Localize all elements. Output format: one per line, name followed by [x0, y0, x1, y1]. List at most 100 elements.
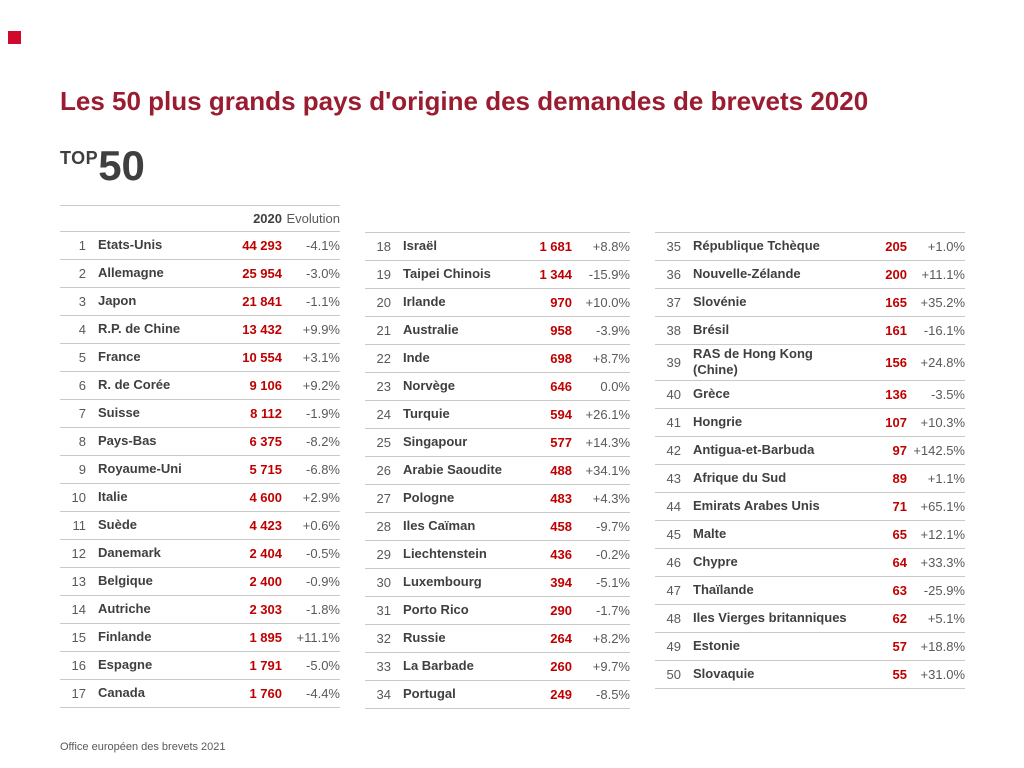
header-evolution: Evolution: [286, 211, 340, 226]
table-row: 38 Brésil 161 -16.1%: [655, 317, 965, 345]
evolution-percent: +9.7%: [592, 659, 630, 674]
evolution-percent: -1.1%: [306, 294, 340, 309]
table-row: 48 Iles Vierges britanniques 62 +5.1%: [655, 605, 965, 633]
table-row: 33 La Barbade 260 +9.7%: [365, 653, 630, 681]
table-row: 2 Allemagne 25 954 -3.0%: [60, 260, 340, 288]
applications-2020: 260: [550, 659, 572, 674]
rank-number: 16: [71, 658, 86, 673]
table-row: 20 Irlande 970 +10.0%: [365, 289, 630, 317]
applications-2020: 4 600: [249, 490, 282, 505]
rank-number: 4: [78, 322, 86, 337]
table-row: 21 Australie 958 -3.9%: [365, 317, 630, 345]
rank-number: 27: [376, 491, 391, 506]
evolution-percent: -0.5%: [306, 546, 340, 561]
evolution-percent: +31.0%: [920, 666, 965, 682]
evolution-percent: +1.0%: [927, 239, 965, 254]
country-name: Royaume-Uni: [98, 461, 182, 477]
rank-number: 40: [666, 386, 681, 402]
applications-2020: 21 841: [242, 294, 282, 309]
evolution-percent: -8.2%: [306, 434, 340, 449]
evolution-percent: +8.8%: [592, 239, 630, 254]
country-name: Suisse: [98, 405, 140, 421]
table-row: 35 République Tchèque 205 +1.0%: [655, 233, 965, 261]
rank-number: 38: [666, 323, 681, 338]
rank-number: 3: [78, 294, 86, 309]
applications-2020: 1 344: [539, 267, 572, 282]
rank-number: 28: [376, 519, 391, 534]
applications-2020: 264: [550, 631, 572, 646]
evolution-percent: +4.3%: [592, 491, 630, 506]
applications-2020: 55: [892, 666, 907, 682]
evolution-percent: +142.5%: [913, 442, 965, 458]
rank-number: 21: [376, 323, 391, 338]
table-row: 7 Suisse 8 112 -1.9%: [60, 400, 340, 428]
country-name: Slovénie: [693, 294, 747, 310]
applications-2020: 698: [550, 351, 572, 366]
table-row: 45 Malte 65 +12.1%: [655, 521, 965, 549]
country-name: Porto Rico: [403, 602, 469, 618]
table-row: 46 Chypre 64 +33.3%: [655, 549, 965, 577]
evolution-percent: -3.5%: [931, 386, 965, 402]
table-row: 40 Grèce 136 -3.5%: [655, 381, 965, 409]
table-row: 12 Danemark 2 404 -0.5%: [60, 540, 340, 568]
ranking-column-1: 2020 Evolution 1 Etats-Unis 44 293 -4.1% 2 Alle…: [60, 205, 340, 709]
table-row: 9 Royaume-Uni 5 715 -6.8%: [60, 456, 340, 484]
country-name: Taipei Chinois: [403, 266, 491, 282]
evolution-percent: +1.1%: [927, 470, 965, 486]
country-name: Japon: [98, 293, 137, 309]
rank-number: 34: [376, 687, 391, 702]
evolution-percent: -0.2%: [596, 547, 630, 562]
evolution-percent: +14.3%: [585, 435, 630, 450]
evolution-percent: +24.8%: [920, 354, 965, 370]
table-row: 19 Taipei Chinois 1 344 -15.9%: [365, 261, 630, 289]
table-row: 3 Japon 21 841 -1.1%: [60, 288, 340, 316]
country-name: Autriche: [98, 601, 151, 617]
country-name: Allemagne: [98, 265, 164, 281]
rank-number: 22: [376, 351, 391, 366]
table-row: 26 Arabie Saoudite 488 +34.1%: [365, 457, 630, 485]
country-name: Canada: [98, 685, 145, 701]
country-name: Suède: [98, 517, 138, 533]
applications-2020: 63: [892, 582, 907, 598]
rank-number: 41: [666, 414, 681, 430]
applications-2020: 6 375: [249, 434, 282, 449]
country-name: Liechtenstein: [403, 546, 487, 562]
applications-2020: 64: [892, 554, 907, 570]
applications-2020: 161: [885, 323, 907, 338]
rank-number: 43: [666, 470, 681, 486]
rank-number: 9: [78, 462, 86, 477]
country-name: Finlande: [98, 629, 152, 645]
evolution-percent: -4.1%: [306, 238, 340, 253]
rank-number: 26: [376, 463, 391, 478]
table-row: 4 R.P. de Chine 13 432 +9.9%: [60, 316, 340, 344]
applications-2020: 205: [885, 239, 907, 254]
rank-number: 36: [666, 267, 681, 282]
rank-number: 47: [666, 582, 681, 598]
evolution-percent: +65.1%: [920, 498, 965, 514]
country-name: Afrique du Sud: [693, 469, 787, 485]
country-name: Estonie: [693, 637, 740, 653]
country-name: Nouvelle-Zélande: [693, 266, 801, 282]
evolution-percent: +9.2%: [302, 378, 340, 393]
evolution-percent: +11.1%: [296, 630, 341, 645]
applications-2020: 290: [550, 603, 572, 618]
evolution-percent: -9.7%: [596, 519, 630, 534]
country-name: Danemark: [98, 545, 161, 561]
applications-2020: 488: [550, 463, 572, 478]
evolution-percent: -4.4%: [306, 686, 340, 701]
country-name: Thaïlande: [693, 581, 754, 597]
rank-number: 44: [666, 498, 681, 514]
table-row: 1 Etats-Unis 44 293 -4.1%: [60, 232, 340, 260]
applications-2020: 1 895: [249, 630, 282, 645]
country-name: Slovaquie: [693, 665, 755, 681]
table-row: 22 Inde 698 +8.7%: [365, 345, 630, 373]
table-row: 47 Thaïlande 63 -25.9%: [655, 577, 965, 605]
applications-2020: 97: [892, 442, 907, 458]
applications-2020: 8 112: [250, 406, 282, 421]
table-row: 43 Afrique du Sud 89 +1.1%: [655, 465, 965, 493]
table-row: 13 Belgique 2 400 -0.9%: [60, 568, 340, 596]
country-name: Iles Vierges britanniques: [693, 609, 847, 625]
applications-2020: 44 293: [242, 238, 282, 253]
country-name: France: [98, 349, 141, 365]
country-name: Espagne: [98, 657, 153, 673]
